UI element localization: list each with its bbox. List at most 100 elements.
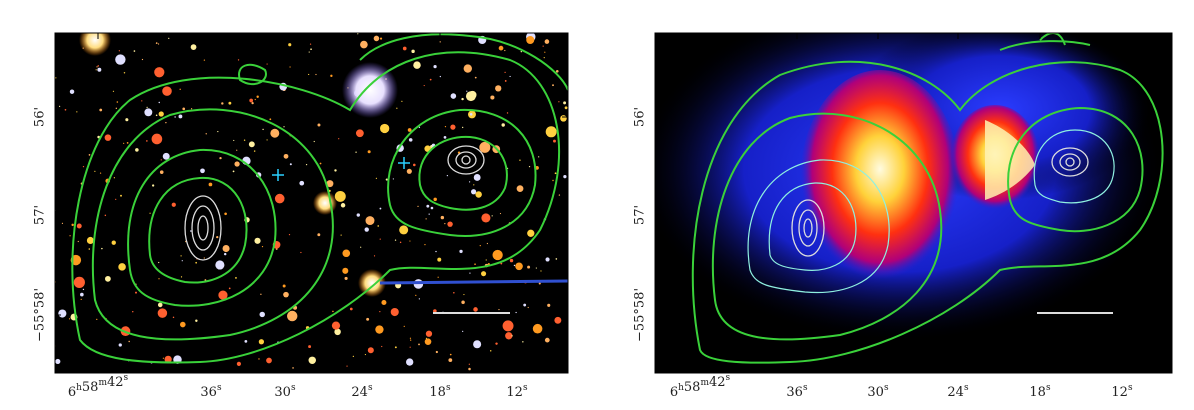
- star: [208, 182, 213, 187]
- star: [146, 140, 148, 142]
- star: [300, 251, 302, 254]
- star: [160, 159, 162, 161]
- star: [426, 204, 430, 208]
- x-tick-label: 36s: [200, 383, 222, 400]
- star: [502, 320, 514, 332]
- star: [157, 308, 168, 318]
- star: [215, 260, 225, 270]
- star: [224, 212, 227, 216]
- stars: [55, 33, 568, 371]
- star: [360, 246, 362, 248]
- star: [235, 277, 237, 279]
- star: [158, 261, 160, 264]
- star: [141, 100, 143, 102]
- star: [55, 358, 61, 365]
- star: [409, 346, 411, 348]
- star: [428, 213, 430, 215]
- star: [283, 153, 289, 159]
- star: [180, 276, 183, 278]
- star: [545, 257, 550, 262]
- star: [474, 76, 477, 79]
- star: [203, 257, 205, 259]
- star: [473, 174, 481, 181]
- star: [444, 126, 447, 128]
- star: [424, 338, 432, 345]
- star: [182, 107, 186, 111]
- star: [308, 73, 310, 76]
- star: [283, 291, 289, 298]
- star: [491, 215, 493, 217]
- axis-labels: 56' 57' −55°58' 6h58m42s 36s 30s 24s 18s 12s 56' 5…: [33, 107, 1133, 400]
- markers: [272, 157, 410, 181]
- star: [501, 123, 505, 127]
- star: [375, 177, 377, 179]
- star: [373, 255, 376, 257]
- star: [513, 264, 516, 267]
- star: [190, 108, 193, 110]
- star: [101, 247, 103, 250]
- star: [244, 340, 248, 343]
- star: [334, 190, 346, 202]
- star: [553, 139, 556, 143]
- star: [315, 73, 317, 76]
- peak-contours: [791, 147, 1089, 257]
- star: [558, 101, 560, 103]
- x-tick-label: 24s: [947, 383, 969, 400]
- star: [195, 319, 198, 322]
- star: [462, 126, 464, 129]
- star: [270, 128, 280, 138]
- star: [96, 318, 98, 321]
- star: [355, 151, 357, 153]
- star: [317, 123, 321, 127]
- star: [409, 337, 412, 339]
- star: [266, 139, 268, 141]
- star: [159, 170, 164, 174]
- star: [283, 126, 285, 128]
- star: [236, 149, 238, 151]
- star: [424, 243, 426, 246]
- star: [319, 162, 322, 165]
- star: [330, 74, 333, 77]
- star: [115, 198, 117, 200]
- star: [446, 175, 449, 177]
- star: [349, 307, 353, 311]
- star: [399, 241, 402, 244]
- star: [234, 161, 240, 167]
- star: [430, 206, 434, 210]
- star: [155, 42, 158, 44]
- star: [97, 65, 100, 67]
- star: [305, 164, 308, 166]
- star: [178, 114, 183, 119]
- star: [340, 203, 346, 208]
- star: [355, 129, 364, 138]
- star: [515, 262, 523, 271]
- x-tick-label: 12s: [506, 383, 528, 400]
- star: [471, 189, 477, 195]
- axis-ticks: [55, 33, 1172, 373]
- star: [317, 233, 321, 237]
- mass-contours: [71, 33, 568, 364]
- x-tick-label: 36s: [786, 383, 808, 400]
- star: [411, 49, 415, 54]
- star: [88, 248, 91, 250]
- x-tick-label: 18s: [429, 383, 451, 400]
- star: [417, 205, 419, 208]
- star: [403, 325, 405, 327]
- x-tick-label: 18s: [1029, 383, 1051, 400]
- x-tick-label: 12s: [1111, 383, 1133, 400]
- star: [450, 124, 456, 130]
- inner-contours: [747, 129, 1115, 294]
- star: [409, 240, 411, 242]
- star: [135, 148, 139, 152]
- star: [516, 185, 524, 193]
- star: [552, 179, 554, 182]
- star: [379, 238, 381, 240]
- star: [313, 140, 315, 143]
- star: [88, 154, 91, 156]
- star: [377, 225, 380, 227]
- star: [326, 180, 334, 188]
- star: [544, 337, 550, 343]
- star: [258, 358, 260, 360]
- star: [162, 357, 164, 359]
- star: [195, 261, 197, 264]
